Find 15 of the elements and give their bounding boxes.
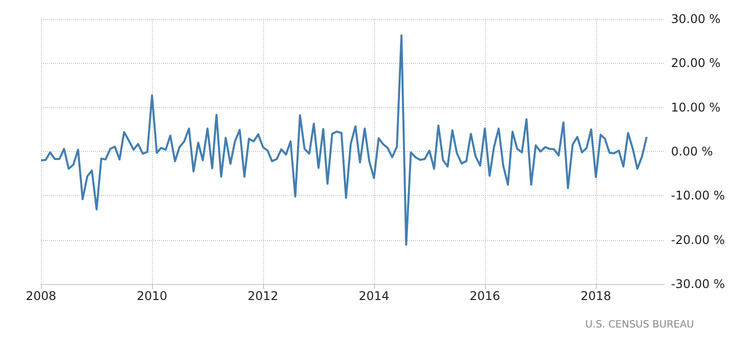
y-tick-label: -30.00 % (671, 277, 725, 291)
y-tick-label: -20.00 % (671, 232, 725, 247)
y-tick-label: 10.00 % (671, 100, 721, 114)
x-tick-label: 2012 (248, 289, 278, 303)
x-tick-label: 2018 (580, 289, 612, 303)
line-series (40, 34, 648, 246)
x-tick-label: 2008 (26, 289, 56, 303)
x-tick-label: 2014 (358, 289, 390, 303)
y-tick-label: -10.00 % (671, 188, 725, 203)
y-tick-label: 20.00 % (671, 56, 721, 70)
x-tick-label: 2010 (136, 289, 168, 303)
x-tick-label: 2016 (470, 289, 500, 303)
text: U.S. CENSUS BUREAU (585, 320, 694, 330)
y-tick-label: 30.00 % (671, 12, 721, 26)
y-tick-label: 0.00 % (671, 144, 713, 158)
